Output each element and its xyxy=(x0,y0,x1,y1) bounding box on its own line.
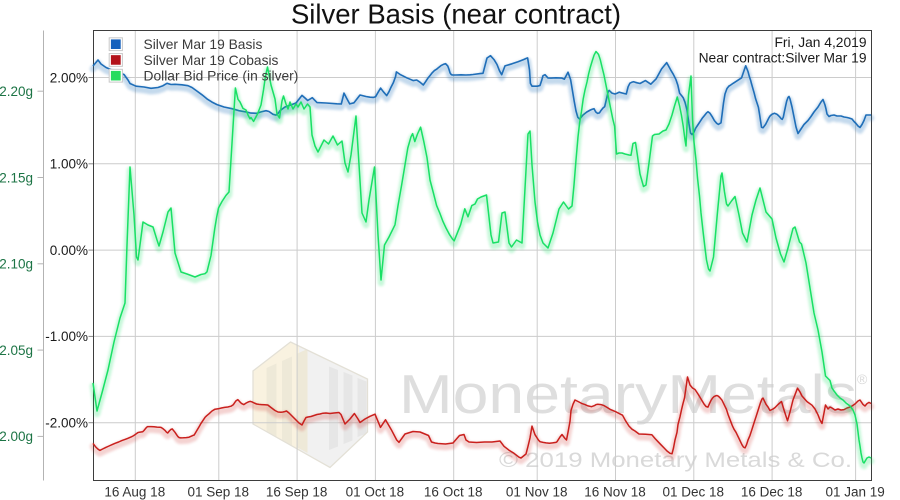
svg-text:-2.00%: -2.00% xyxy=(45,416,88,431)
svg-text:16 Sep 18: 16 Sep 18 xyxy=(266,485,328,500)
svg-text:01 Jan 19: 01 Jan 19 xyxy=(825,485,884,500)
svg-text:Silver Mar 19 Cobasis: Silver Mar 19 Cobasis xyxy=(144,53,279,68)
svg-text:Dollar Bid Price (in silver): Dollar Bid Price (in silver) xyxy=(144,69,299,84)
svg-text:01 Oct 18: 01 Oct 18 xyxy=(346,485,405,500)
svg-text:Fri, Jan 4,2019: Fri, Jan 4,2019 xyxy=(774,35,866,50)
svg-text:Silver Basis (near contract): Silver Basis (near contract) xyxy=(291,0,621,30)
svg-text:16 Aug 18: 16 Aug 18 xyxy=(104,485,165,500)
svg-text:01 Dec 18: 01 Dec 18 xyxy=(663,485,725,500)
svg-text:16 Dec 18: 16 Dec 18 xyxy=(741,485,803,500)
svg-text:01 Sep 18: 01 Sep 18 xyxy=(188,485,250,500)
svg-text:© 2019 Monetary Metals & Co.: © 2019 Monetary Metals & Co. xyxy=(499,449,852,472)
svg-text:®: ® xyxy=(857,371,868,387)
svg-text:2.00g: 2.00g xyxy=(0,429,33,444)
svg-text:0.00%: 0.00% xyxy=(50,243,88,258)
svg-text:2.10g: 2.10g xyxy=(0,257,33,272)
svg-text:2.20g: 2.20g xyxy=(0,84,33,99)
svg-text:01 Nov 18: 01 Nov 18 xyxy=(506,485,568,500)
svg-text:16 Oct 18: 16 Oct 18 xyxy=(424,485,483,500)
svg-text:16 Nov 18: 16 Nov 18 xyxy=(584,485,646,500)
svg-text:1.00%: 1.00% xyxy=(50,157,88,172)
svg-text:2.05g: 2.05g xyxy=(0,343,33,358)
svg-text:Near contract:Silver Mar 19: Near contract:Silver Mar 19 xyxy=(699,51,867,66)
svg-text:MonetaryMetals: MonetaryMetals xyxy=(399,363,857,425)
svg-text:2.00%: 2.00% xyxy=(50,70,88,85)
svg-text:2.15g: 2.15g xyxy=(0,170,33,185)
svg-text:Silver Mar 19 Basis: Silver Mar 19 Basis xyxy=(144,37,263,52)
svg-text:-1.00%: -1.00% xyxy=(45,329,88,344)
